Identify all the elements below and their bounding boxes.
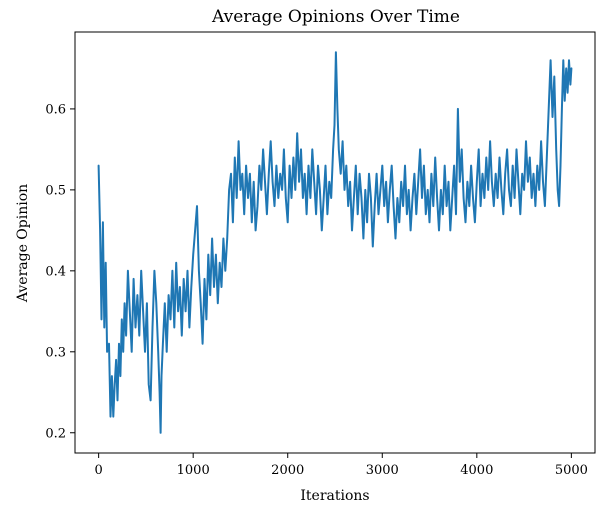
y-tick-label: 0.5 (45, 183, 66, 198)
y-tick-label: 0.6 (45, 102, 66, 117)
x-tick-label: 5000 (555, 463, 588, 478)
x-tick-label: 1000 (177, 463, 210, 478)
series-layer (97, 51, 573, 434)
y-axis-label: Average Opinion (15, 184, 31, 303)
x-axis-label: Iterations (300, 488, 369, 504)
y-tick-label: 0.4 (45, 264, 66, 279)
x-tick-label: 0 (94, 463, 102, 478)
plot-area (74, 31, 596, 454)
x-tick-label: 2000 (271, 463, 304, 478)
x-tick-label: 3000 (366, 463, 399, 478)
y-axis: 0.2 0.3 0.4 0.5 0.6 (45, 102, 75, 441)
y-tick-label: 0.3 (45, 345, 66, 360)
chart-title: Average Opinions Over Time (211, 7, 460, 27)
series-line (97, 51, 573, 434)
plot-frame (74, 31, 596, 454)
y-tick-label: 0.2 (45, 426, 66, 441)
x-tick-label: 4000 (460, 463, 493, 478)
x-axis: 0 1000 2000 3000 4000 5000 (94, 453, 588, 478)
